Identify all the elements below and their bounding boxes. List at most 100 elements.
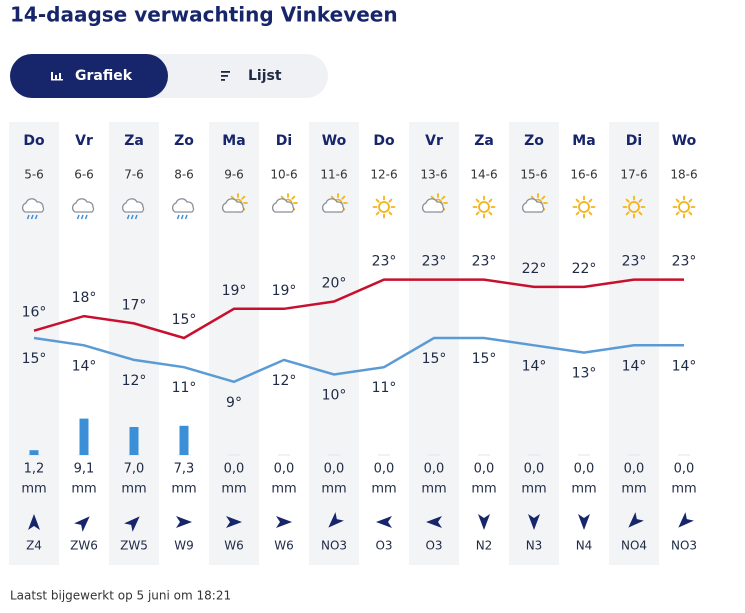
wind-arrow [426,516,442,528]
tab-label[interactable]: Lijst [248,68,282,84]
wind: N3 [526,539,543,553]
rain-amount: 0,0 [324,462,345,477]
max-temp: 16° [22,305,47,321]
max-temp: 17° [122,297,147,313]
sun-ray [675,211,680,216]
update-note: Laatst bijgewerkt op 5 juni om 18:21 [10,589,231,603]
wind-arrow [124,516,140,532]
max-temp: 23° [372,254,397,270]
weather-icon [321,193,348,213]
sun-ray [388,211,393,216]
wind: W6 [274,539,294,553]
min-temp: 14° [522,358,547,374]
weather-icon [472,195,496,219]
cloud [421,198,445,213]
rain-amount: 0,0 [674,462,695,477]
min-temp: 14° [672,358,697,374]
cloud [171,198,195,213]
sun-ray [241,195,246,200]
sun-ray [375,211,380,216]
day-date: 17-6 [620,168,647,182]
sun-ray [588,211,593,216]
sun-ray [638,211,643,216]
wind-arrow [478,514,490,530]
sun-ray [625,198,630,203]
rain-unit: mm [521,482,546,497]
rain-amount: 7,0 [124,462,145,477]
rain-amount: 0,0 [274,462,295,477]
cloud [221,198,245,213]
rain-unit: mm [621,482,646,497]
column-band [409,122,459,565]
day-date: 12-6 [370,168,397,182]
day-name: Wo [672,133,697,149]
wind: N4 [576,539,593,553]
sun-ray [575,198,580,203]
sun-ray [638,198,643,203]
weather-icon [421,193,448,213]
rain-drop [80,214,84,220]
weather-icon [572,195,596,219]
rain-drop [184,214,188,220]
max-temp: 23° [422,254,447,270]
rain-drop [26,214,30,220]
rain-unit: mm [221,482,246,497]
weather-icon [372,195,396,219]
wind-arrow [678,512,694,528]
min-temp: 12° [122,373,147,389]
day-name: Zo [524,133,544,149]
column-band [309,122,359,565]
sun-ray [488,211,493,216]
sun-ray [488,198,493,203]
sun-ray [291,195,296,200]
min-temp: 11° [172,380,197,396]
column-band [9,122,59,565]
cloud [21,198,45,213]
min-temp: 12° [272,373,297,389]
max-temp: 19° [272,283,297,299]
wind-arrow [528,514,540,530]
day-date: 14-6 [470,168,497,182]
weather-icon [521,193,548,213]
rain-drop [76,214,80,220]
day-date: 8-6 [174,168,194,182]
sun-ray [541,195,546,200]
tab-active[interactable] [10,54,168,98]
day-date: 18-6 [670,168,697,182]
rain-amount: 0,0 [524,462,545,477]
day-date: 11-6 [320,168,347,182]
rain-drop [134,214,138,220]
wind-arrow [376,516,392,528]
column-band [209,122,259,565]
day-name: Vr [425,133,443,149]
sun-ray [341,195,346,200]
rain-unit: mm [21,482,46,497]
wind: NO4 [621,539,647,553]
max-temp: 20° [322,276,347,292]
rain-amount: 0,0 [224,462,245,477]
day-name: Za [474,133,494,149]
wind-arrow [176,516,192,528]
sun [378,201,390,213]
sun-ray [675,198,680,203]
wind: N2 [476,539,493,553]
weather-icon [171,198,195,220]
weather-icon [21,198,45,220]
weather-icon [622,195,646,219]
rain-drop [176,214,180,220]
rain-unit: mm [421,482,446,497]
max-temp: 23° [622,254,647,270]
day-name: Vr [75,133,93,149]
rain-amount: 0,0 [574,462,595,477]
wind-arrow [628,512,644,528]
weather-icon [271,193,298,213]
day-name: Di [276,133,292,149]
tab-label[interactable]: Grafiek [75,68,133,84]
rain-drop [180,214,184,220]
day-date: 13-6 [420,168,447,182]
wind: NO3 [671,539,697,553]
rain-unit: mm [671,482,696,497]
wind: W9 [174,539,194,553]
max-temp-line [33,278,684,340]
wind: O3 [375,539,392,553]
